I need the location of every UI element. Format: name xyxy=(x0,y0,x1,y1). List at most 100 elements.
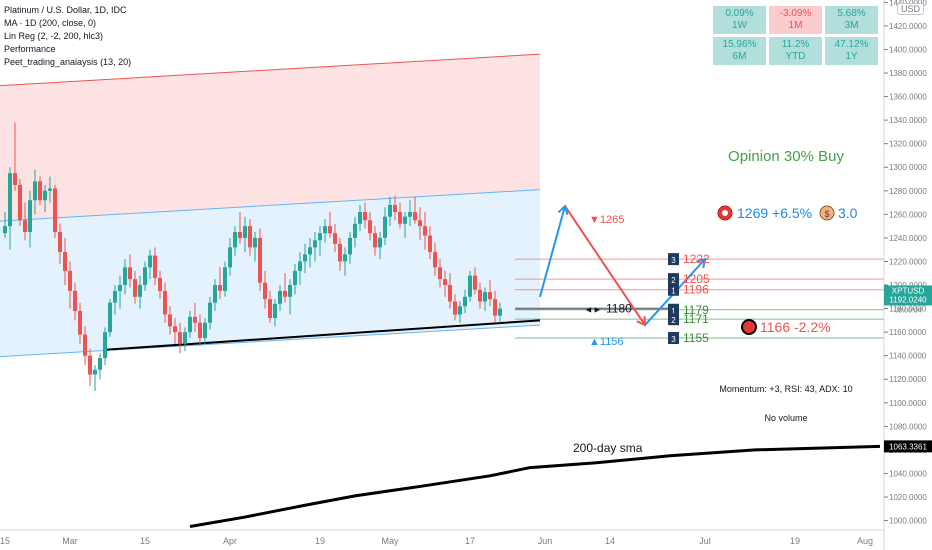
candle xyxy=(243,216,247,253)
candle-body xyxy=(473,275,477,290)
legend-indicator-peet[interactable]: Peet_trading_anaiaysis (13, 20) xyxy=(4,57,132,67)
candle xyxy=(268,290,272,323)
candle-body xyxy=(228,247,232,268)
legend-indicator-ma[interactable]: MA · 1D (200, close, 0) xyxy=(4,18,97,28)
candle xyxy=(48,176,52,203)
candle xyxy=(223,261,227,297)
y-tick-label: 1260.0000 xyxy=(889,210,927,219)
candle xyxy=(338,237,342,271)
candle xyxy=(403,212,407,238)
candle-body xyxy=(263,282,267,300)
candle-body xyxy=(53,188,57,233)
candle-body xyxy=(248,226,252,248)
candle-body xyxy=(168,314,172,327)
candle xyxy=(133,270,137,304)
candle-body xyxy=(153,255,157,278)
candle-body xyxy=(18,184,22,221)
candle-body xyxy=(298,261,302,271)
pivot-marker-icon: ◄► xyxy=(584,305,602,315)
candle xyxy=(143,261,147,291)
candle xyxy=(73,282,77,321)
support-trendline xyxy=(104,319,541,351)
candle-body xyxy=(223,267,227,291)
candle xyxy=(193,302,197,333)
candle xyxy=(313,232,317,262)
candle xyxy=(398,202,402,229)
candle-body xyxy=(233,232,237,248)
level-tag-number: 1 xyxy=(671,287,676,296)
candle-body xyxy=(428,235,432,253)
level-tag-number: 2 xyxy=(671,276,676,285)
linreg-upper-line xyxy=(0,53,541,87)
y-tick-label: 1300.0000 xyxy=(889,163,927,172)
candle-body xyxy=(243,226,247,238)
candle-body xyxy=(488,292,492,300)
currency-button[interactable]: USD xyxy=(897,3,925,15)
candle xyxy=(88,348,92,387)
y-tick-label: 1140.0000 xyxy=(889,352,927,361)
candle xyxy=(253,232,257,262)
candle xyxy=(108,299,112,337)
x-tick-label: May xyxy=(381,536,399,546)
candle-body xyxy=(218,285,222,291)
candle-body xyxy=(238,232,242,238)
candle xyxy=(378,232,382,260)
y-tick-label: 1420.0000 xyxy=(889,22,927,31)
candle-body xyxy=(163,290,167,315)
candle xyxy=(213,279,217,311)
candle-body xyxy=(358,212,362,224)
candle xyxy=(168,306,172,335)
legend-indicator-performance[interactable]: Performance xyxy=(4,44,56,54)
performance-table: 0.09% 1W -3.09% 1M 5.68% 3M 15.96% 6M 11… xyxy=(713,6,878,65)
candle xyxy=(443,270,447,297)
legend-symbol[interactable]: Platinum / U.S. Dollar, 1D, IDC xyxy=(4,5,127,15)
candle xyxy=(358,204,362,231)
candle xyxy=(488,280,492,307)
last-price-countdown: 08:00:04 xyxy=(894,307,921,314)
candle xyxy=(328,212,332,238)
perf-cell-1w: 0.09% 1W xyxy=(713,6,766,34)
ma200-price-value: 1063.3361 xyxy=(889,442,927,451)
y-tick-label: 1220.0000 xyxy=(889,257,927,266)
candle xyxy=(83,326,87,366)
candle xyxy=(448,273,452,309)
candle xyxy=(458,301,462,323)
candle-body xyxy=(478,289,482,302)
level-label-1205: 1205 xyxy=(683,272,710,286)
candle xyxy=(463,289,467,314)
candle xyxy=(233,226,237,256)
linreg-upper-band xyxy=(0,54,540,222)
candle xyxy=(493,290,497,323)
candle xyxy=(153,247,157,286)
candle-body xyxy=(98,358,102,370)
target-icon-center xyxy=(722,210,728,216)
ma200-line xyxy=(189,444,881,528)
projection-up-arrowhead xyxy=(557,204,569,216)
candle xyxy=(288,279,292,315)
candle-body xyxy=(293,270,297,286)
candle-body xyxy=(93,369,97,375)
last-price-value: 1192.0240 xyxy=(889,295,927,304)
high-marker-label: ▼1265 xyxy=(589,214,624,226)
perf-value: 5.68% xyxy=(837,8,866,19)
perf-value: -3.09% xyxy=(779,8,812,19)
candle-body xyxy=(113,290,117,303)
candle xyxy=(483,287,487,311)
candle xyxy=(283,273,287,303)
x-tick-label: Mar xyxy=(62,536,78,546)
level-tag-box xyxy=(668,313,679,326)
candle-body xyxy=(343,254,347,262)
projection-down-arrowhead xyxy=(636,316,647,327)
y-tick-label: 1280.0000 xyxy=(889,187,927,196)
candle-body xyxy=(393,204,397,212)
y-tick-label: 1340.0000 xyxy=(889,116,927,125)
volume-note: No volume xyxy=(764,413,807,423)
candle-body xyxy=(78,310,82,335)
candle xyxy=(123,259,127,295)
level-tag-number: 2 xyxy=(671,316,676,325)
candle-body xyxy=(418,220,422,227)
candle-body xyxy=(438,267,442,280)
legend-indicator-linreg[interactable]: Lin Reg (2, -2, 200, hlc3) xyxy=(4,31,104,41)
perf-period: 6M xyxy=(732,51,747,62)
